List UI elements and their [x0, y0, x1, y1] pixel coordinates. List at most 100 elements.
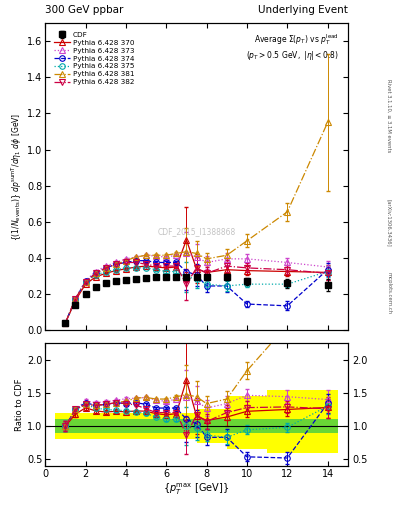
Pythia 6.428 374	[184, 268, 189, 274]
Pythia 6.428 382	[164, 263, 169, 269]
Pythia 6.428 370	[164, 265, 169, 271]
Pythia 6.428 373	[114, 260, 118, 266]
Pythia 6.428 373	[93, 268, 98, 274]
Pythia 6.428 374	[114, 261, 118, 267]
Pythia 6.428 374	[63, 320, 68, 326]
Line: Pythia 6.428 370: Pythia 6.428 370	[62, 237, 331, 326]
Text: 300 GeV ppbar: 300 GeV ppbar	[45, 5, 123, 15]
Pythia 6.428 381	[244, 238, 249, 244]
Text: [arXiv:1306.3436]: [arXiv:1306.3436]	[386, 199, 391, 247]
Pythia 6.428 373	[154, 253, 158, 259]
Pythia 6.428 381	[174, 250, 179, 257]
Pythia 6.428 374	[244, 301, 249, 307]
Pythia 6.428 370	[93, 274, 98, 280]
Pythia 6.428 370	[73, 297, 78, 304]
Pythia 6.428 382	[204, 270, 209, 276]
Pythia 6.428 374	[174, 260, 179, 266]
Pythia 6.428 375	[73, 295, 78, 302]
Pythia 6.428 382	[134, 260, 138, 266]
Pythia 6.428 382	[244, 265, 249, 271]
Pythia 6.428 382	[325, 270, 330, 276]
Pythia 6.428 374	[164, 260, 169, 266]
Pythia 6.428 370	[83, 281, 88, 287]
Text: Rivet 3.1.10, ≥ 3.1M events: Rivet 3.1.10, ≥ 3.1M events	[386, 78, 391, 152]
Text: Underlying Event: Underlying Event	[258, 5, 348, 15]
Pythia 6.428 375	[194, 275, 199, 282]
Line: Pythia 6.428 373: Pythia 6.428 373	[62, 251, 331, 326]
Pythia 6.428 373	[184, 250, 189, 257]
Pythia 6.428 382	[114, 261, 118, 267]
Pythia 6.428 374	[204, 283, 209, 289]
Pythia 6.428 370	[194, 266, 199, 272]
Pythia 6.428 381	[204, 256, 209, 262]
Pythia 6.428 375	[325, 268, 330, 274]
Pythia 6.428 373	[73, 295, 78, 302]
Pythia 6.428 381	[285, 209, 290, 215]
Pythia 6.428 382	[63, 320, 68, 326]
Legend: CDF, Pythia 6.428 370, Pythia 6.428 373, Pythia 6.428 374, Pythia 6.428 375, Pyt: CDF, Pythia 6.428 370, Pythia 6.428 373,…	[52, 30, 136, 87]
Pythia 6.428 370	[154, 264, 158, 270]
Pythia 6.428 370	[123, 266, 128, 272]
Pythia 6.428 375	[184, 274, 189, 280]
Pythia 6.428 375	[123, 265, 128, 271]
Y-axis label: Ratio to CDF: Ratio to CDF	[15, 378, 24, 431]
Pythia 6.428 381	[184, 248, 189, 254]
Pythia 6.428 381	[164, 252, 169, 259]
Line: Pythia 6.428 382: Pythia 6.428 382	[62, 260, 331, 326]
Pythia 6.428 373	[103, 263, 108, 269]
Pythia 6.428 374	[93, 270, 98, 276]
Pythia 6.428 381	[194, 250, 199, 257]
Pythia 6.428 382	[83, 279, 88, 285]
Pythia 6.428 382	[184, 281, 189, 287]
Pythia 6.428 370	[63, 320, 68, 326]
Text: CDF_2015_I1388868: CDF_2015_I1388868	[157, 227, 236, 237]
Pythia 6.428 381	[325, 119, 330, 125]
Pythia 6.428 381	[63, 320, 68, 326]
Pythia 6.428 375	[63, 320, 68, 326]
Pythia 6.428 373	[123, 256, 128, 262]
Pythia 6.428 370	[325, 269, 330, 275]
Pythia 6.428 370	[285, 268, 290, 274]
Y-axis label: $\{(1/N_\mathrm{events})\}\ dp^\mathrm{sumT}/d\eta_1\ d\phi\ [\mathrm{GeV}]$: $\{(1/N_\mathrm{events})\}\ dp^\mathrm{s…	[10, 113, 24, 241]
Pythia 6.428 370	[174, 264, 179, 270]
Pythia 6.428 373	[204, 260, 209, 266]
Pythia 6.428 381	[83, 279, 88, 285]
Pythia 6.428 370	[244, 268, 249, 274]
Pythia 6.428 374	[123, 260, 128, 266]
Pythia 6.428 374	[285, 303, 290, 309]
Pythia 6.428 374	[224, 283, 229, 289]
Pythia 6.428 375	[174, 268, 179, 274]
Pythia 6.428 370	[134, 264, 138, 270]
Pythia 6.428 374	[134, 258, 138, 264]
Pythia 6.428 375	[154, 267, 158, 273]
Pythia 6.428 373	[174, 252, 179, 259]
Pythia 6.428 375	[83, 279, 88, 285]
Pythia 6.428 375	[224, 283, 229, 289]
Pythia 6.428 374	[144, 258, 149, 264]
Line: Pythia 6.428 374: Pythia 6.428 374	[62, 258, 331, 326]
Pythia 6.428 370	[103, 270, 108, 276]
Pythia 6.428 373	[63, 320, 68, 326]
Pythia 6.428 382	[103, 265, 108, 271]
Pythia 6.428 373	[224, 256, 229, 262]
Pythia 6.428 381	[103, 265, 108, 271]
Pythia 6.428 375	[164, 268, 169, 274]
Pythia 6.428 370	[114, 268, 118, 274]
Pythia 6.428 373	[144, 252, 149, 259]
Text: Average $\Sigma(p_T)$ vs $p_T^\mathrm{lead}$
$(p_T > 0.5\ \mathrm{GeV},\ |\eta| : Average $\Sigma(p_T)$ vs $p_T^\mathrm{le…	[246, 32, 339, 62]
Pythia 6.428 381	[114, 261, 118, 267]
Pythia 6.428 373	[164, 254, 169, 260]
Pythia 6.428 370	[224, 267, 229, 273]
Pythia 6.428 381	[134, 254, 138, 260]
Pythia 6.428 370	[184, 237, 189, 243]
Pythia 6.428 381	[73, 295, 78, 302]
Pythia 6.428 374	[325, 267, 330, 273]
Pythia 6.428 381	[93, 270, 98, 276]
Text: mcplots.cern.ch: mcplots.cern.ch	[386, 272, 391, 314]
Pythia 6.428 370	[204, 269, 209, 275]
Pythia 6.428 382	[73, 295, 78, 302]
Line: Pythia 6.428 381: Pythia 6.428 381	[62, 120, 331, 326]
Pythia 6.428 382	[194, 265, 199, 271]
Pythia 6.428 382	[144, 261, 149, 267]
Pythia 6.428 382	[93, 270, 98, 276]
